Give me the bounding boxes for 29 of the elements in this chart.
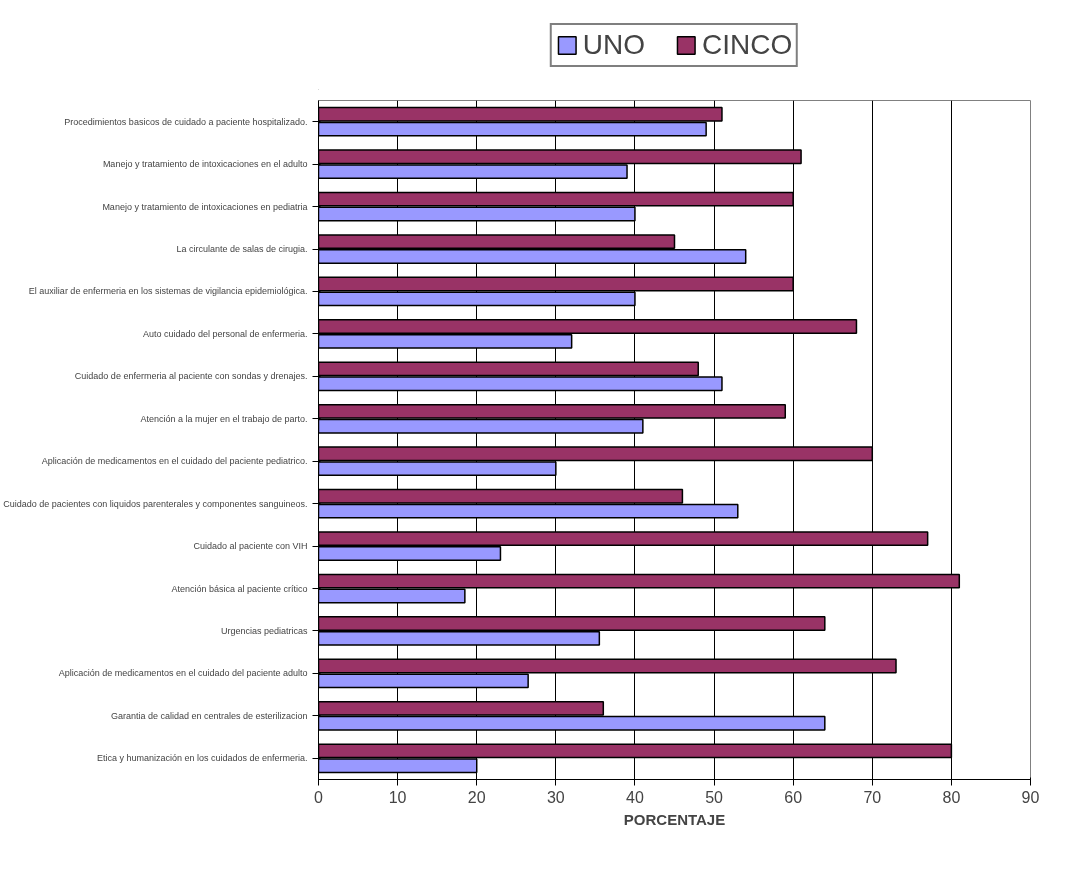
x-axis-title: PORCENTAJE [623,810,726,828]
y-tick-label: Manejo y tratamiento de intoxicaciones en el adulto [102,159,308,170]
y-tick-label: Urgencias pediatricas [220,625,308,636]
x-tick-label: 90 [1021,788,1040,806]
y-tick-label: Cuidado de pacientes con liquidos parenterales y componentes sanguineos. [3,498,308,509]
y-tick-label: La circulante de salas de cirugia. [176,244,308,255]
x-tick-label: 70 [863,788,882,806]
y-tick-label: El auxiliar de enfermeria en los sistemas de vigilancia epidemiológica. [28,286,308,297]
x-tick-label: 0 [314,788,324,806]
y-tick-label: Atención a la mujer en el trabajo de parto. [140,413,308,424]
y-tick-label: Procedimientos basicos de cuidado a paciente hospitalizado. [64,116,308,127]
x-tick-label: 80 [942,788,961,806]
x-tick-label: 30 [546,788,565,806]
legend-label: UNO [582,29,645,61]
x-tick-label: 50 [705,788,724,806]
y-tick-label: Garantia de calidad en centrales de esterilizacion [110,710,308,721]
y-tick-label: Manejo y tratamiento de intoxicaciones en pediatria [102,201,308,212]
x-tick-label: 40 [626,788,644,806]
y-tick-label: Auto cuidado del personal de enfermeria. [142,328,308,339]
y-tick-label: Cuidado al paciente con VIH [193,541,308,552]
x-tick-label: 10 [388,788,407,806]
y-tick-label: Aplicación de medicamentos en el cuidado del paciente adulto [58,668,308,679]
x-tick-label: 20 [467,788,486,806]
legend-label: CINCO [702,29,793,61]
y-tick-label: Atención básica al paciente crítico [171,583,308,594]
y-tick-label: Etica y humanización en los cuidados de enfermeria. [96,753,308,764]
x-tick-label: 60 [784,788,803,806]
y-tick-label: Aplicación de medicamentos en el cuidado del paciente pediatrico. [41,456,308,467]
y-tick-label: Cuidado de enfermeria al paciente con sondas y drenajes. [74,371,308,382]
